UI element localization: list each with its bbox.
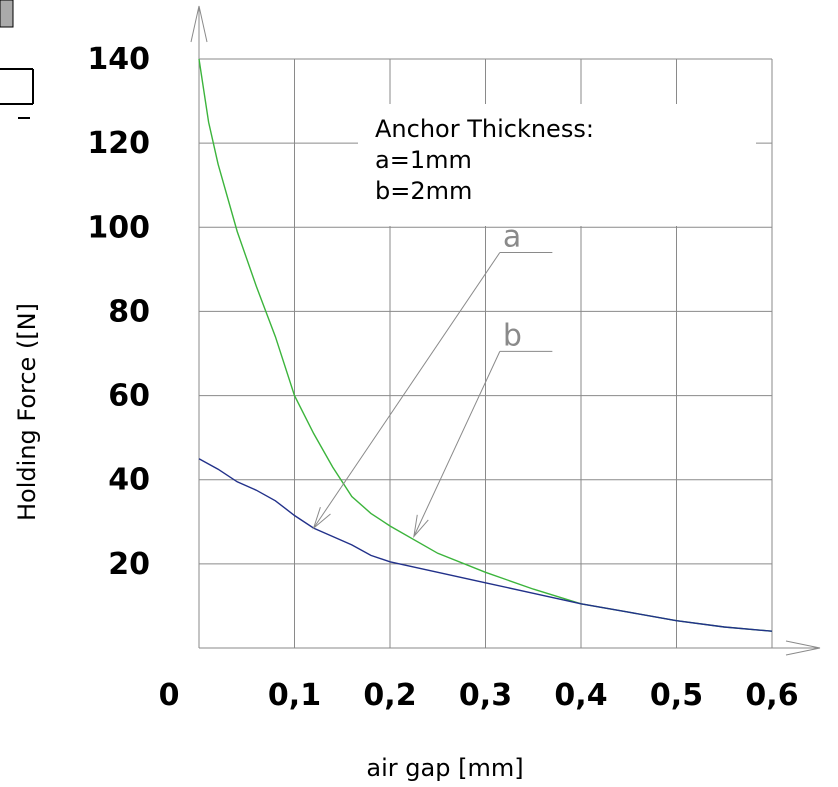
annotation-leader xyxy=(313,252,501,529)
y-axis-title: Holding Force ([N] xyxy=(13,303,41,521)
x-tick-label: 0,4 xyxy=(554,678,607,713)
x-tick-label: 0,3 xyxy=(459,678,512,713)
annotation-arrowhead xyxy=(312,507,331,530)
axes xyxy=(190,5,821,656)
legend-entry-b: b=2mm xyxy=(375,177,472,205)
series xyxy=(198,58,773,632)
series-line-1 xyxy=(198,458,773,632)
annotation-arrowhead xyxy=(413,514,429,539)
x-tick-label: 0,5 xyxy=(650,678,703,713)
x-tick-label: 0,1 xyxy=(268,678,321,713)
x-tick-label: 0,6 xyxy=(745,678,798,713)
y-tick-label: 20 xyxy=(108,547,150,582)
tick-labels: 0 0,1 0,2 0,3 0,4 0,5 0,6 20 40 60 80 100 120 140 xyxy=(87,42,798,713)
y-tick-label: 120 xyxy=(87,126,150,161)
y-axis-arrow xyxy=(190,5,208,43)
legend-entry-a: a=1mm xyxy=(375,146,472,174)
x-axis-arrow xyxy=(785,640,821,656)
legend-title: Anchor Thickness: xyxy=(375,115,594,143)
y-tick-label: 140 xyxy=(87,42,150,77)
legend: Anchor Thickness: a=1mm b=2mm xyxy=(358,104,756,226)
x-axis-title: air gap [mm] xyxy=(366,754,523,782)
x-tick-label: 0,2 xyxy=(363,678,416,713)
x-tick-label: 0 xyxy=(159,678,180,713)
y-tick-label: 100 xyxy=(87,210,150,245)
y-tick-label: 40 xyxy=(108,463,150,498)
edge-swatch-gray xyxy=(0,0,14,28)
annotation-label-b: b xyxy=(503,318,522,353)
annotation-label-a: a xyxy=(503,220,521,255)
legend-box xyxy=(358,104,756,226)
annotation-leader xyxy=(413,351,501,537)
y-tick-label: 80 xyxy=(108,294,150,329)
annotations: ab xyxy=(312,220,553,539)
y-tick-label: 60 xyxy=(108,379,150,414)
edge-artifacts xyxy=(0,0,34,119)
